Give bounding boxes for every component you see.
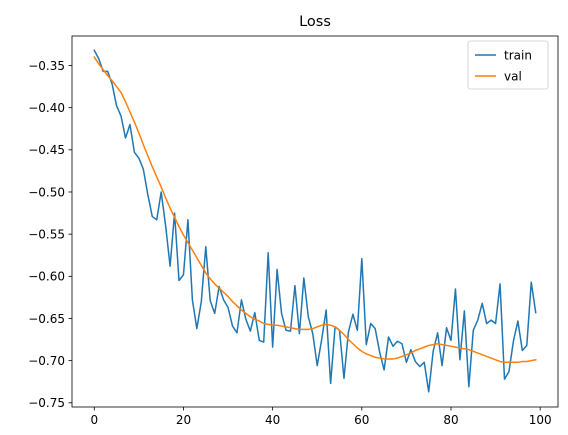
x-tick-label: 80 <box>443 413 458 427</box>
x-tick-label: 100 <box>529 413 552 427</box>
legend-label-val: val <box>504 69 522 83</box>
x-tick-label: 60 <box>354 413 369 427</box>
x-tick-label: 0 <box>90 413 98 427</box>
y-tick-label: −0.75 <box>28 396 65 410</box>
axes: 0 20 40 60 80 100 −0.35 −0.40 −0.45 −0.50 −0.55 −0.… <box>28 35 559 427</box>
y-tick-label: −0.45 <box>28 143 65 157</box>
plot-area <box>93 49 537 393</box>
y-tick-label: −0.65 <box>28 312 65 326</box>
y-tick-label: −0.35 <box>28 59 65 73</box>
legend-label-train: train <box>504 48 532 62</box>
y-tick-label: −0.70 <box>28 354 65 368</box>
legend-box <box>467 40 549 90</box>
x-tick-label: 40 <box>265 413 280 427</box>
chart-title: Loss <box>299 14 331 30</box>
y-tick-label: −0.55 <box>28 227 65 241</box>
legend: train val <box>467 40 549 90</box>
y-tick-label: −0.60 <box>28 270 65 284</box>
series-line-val <box>93 56 537 364</box>
series-line-train <box>93 49 537 393</box>
y-tick-label: −0.40 <box>28 101 65 115</box>
axes-frame <box>71 35 559 408</box>
y-tick-label: −0.50 <box>28 185 65 199</box>
x-tick-label: 20 <box>176 413 191 427</box>
